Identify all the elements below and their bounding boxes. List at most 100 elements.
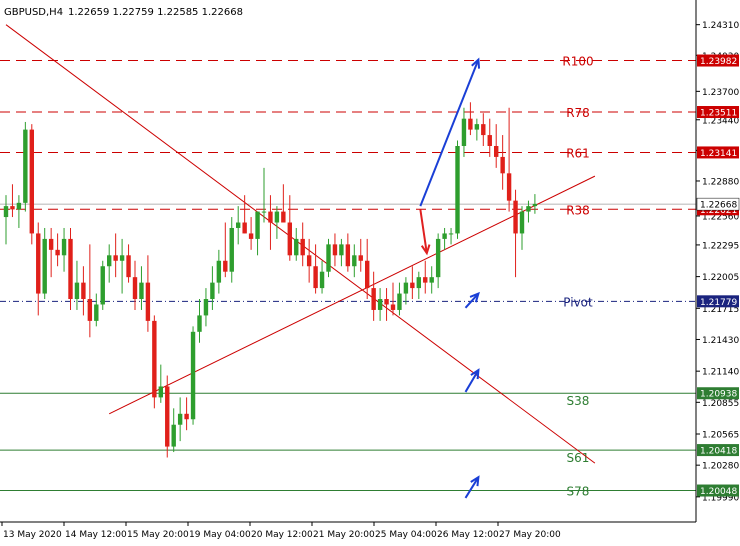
- chart-symbol: GBPUSD,H4: [4, 7, 63, 18]
- bull-candle: [177, 413, 183, 425]
- bull-candle: [197, 315, 202, 332]
- bear-candle: [132, 277, 138, 300]
- level-price-tag-value: 1.23141: [700, 149, 737, 159]
- price-tick-label: 1.19990: [702, 493, 739, 503]
- bull-candle: [474, 124, 480, 130]
- bear-candle: [242, 222, 247, 234]
- level-label-r78: R78: [566, 106, 590, 120]
- current-price-tag: [696, 197, 740, 211]
- current-price-value: 1.22668: [700, 201, 737, 211]
- bull-candle: [229, 227, 234, 272]
- bull-candle: [294, 238, 299, 256]
- price-tick-label: 1.21715: [702, 305, 739, 315]
- bear-candle: [248, 233, 254, 239]
- level-price-tag-value: 1.21779: [700, 298, 737, 308]
- levels-layer: R100 R78 R61 R38 Pivot S38 S61 S78: [0, 55, 696, 499]
- level-price-tag: [697, 387, 739, 400]
- bull-candle: [190, 331, 196, 420]
- bull-candle: [23, 129, 28, 203]
- bear-candle: [87, 299, 93, 321]
- price-tick-label: 1.20280: [702, 462, 739, 472]
- bull-candle: [42, 238, 47, 294]
- level-price-tag-value: 1.20418: [700, 447, 737, 457]
- bear-candle: [268, 211, 273, 223]
- bear-candle: [390, 304, 396, 310]
- bear-candle: [306, 255, 312, 267]
- price-tick-label: 1.24310: [702, 21, 739, 31]
- bear-candle: [384, 299, 389, 305]
- bull-candle: [352, 255, 357, 267]
- bearish-pullback-arrow: [419, 209, 428, 254]
- level-price-tag-value: 1.20938: [700, 390, 737, 400]
- bearish-pullback-arrow-head: [420, 244, 431, 256]
- bull-candle: [16, 202, 22, 210]
- bear-candle: [281, 211, 286, 223]
- bear-candle: [423, 277, 428, 283]
- bear-candle: [313, 266, 318, 289]
- price-tick-label: 1.21430: [702, 336, 739, 346]
- bull-candle: [74, 282, 80, 300]
- bear-candle: [29, 129, 34, 234]
- bear-candle: [152, 320, 157, 398]
- level-label-r61: R61: [566, 146, 590, 160]
- bear-candle: [184, 413, 189, 420]
- bull-candle: [519, 211, 525, 234]
- bear-candle: [145, 282, 151, 321]
- bull-candle: [526, 206, 531, 212]
- bull-candle: [377, 299, 383, 310]
- bull-candle: [236, 222, 241, 228]
- time-axis: 13 May 2020 14 May 12:00 15 May 20:00 19 Ma…: [0, 521, 696, 540]
- level-label-s38: S38: [567, 394, 590, 408]
- bear-candle: [358, 255, 363, 261]
- descending-trendline: [5, 24, 596, 464]
- bull-candle: [100, 266, 105, 305]
- bull-candle: [326, 244, 331, 272]
- bull-candle: [171, 424, 176, 447]
- bull-candle: [403, 282, 409, 294]
- bear-candle: [287, 222, 292, 256]
- bull-candle: [139, 282, 144, 300]
- bull-candle: [255, 211, 260, 239]
- bear-candle: [10, 206, 15, 210]
- bear-candle: [500, 156, 505, 174]
- level-price-tag: [697, 146, 739, 159]
- bull-candle: [61, 238, 67, 256]
- level-label-s78: S78: [567, 485, 590, 499]
- level-price-tag: [697, 295, 739, 308]
- bear-candle: [332, 244, 338, 256]
- time-tick-label: 19 May 04:00: [189, 530, 251, 540]
- price-tick-label: 1.20855: [702, 399, 739, 409]
- s78-up-arrow: [464, 476, 480, 499]
- bull-candle: [435, 238, 441, 278]
- bear-candle: [410, 282, 415, 289]
- chart-ohlc: 1.22659 1.22759 1.22585 1.22668: [68, 7, 243, 18]
- price-tick-label: 1.22295: [702, 241, 739, 251]
- level-price-tag-value: 1.22621: [700, 206, 737, 216]
- bull-candle: [158, 386, 163, 398]
- price-tick-label: 1.22560: [702, 212, 739, 222]
- bull-candle: [216, 260, 222, 283]
- bear-candle: [300, 238, 305, 256]
- bear-candle: [468, 118, 473, 130]
- bear-candle: [36, 233, 41, 294]
- bear-candle: [68, 238, 73, 300]
- bear-candle: [48, 238, 54, 250]
- time-tick-label: 25 May 04:00: [375, 530, 437, 540]
- bull-candle: [461, 118, 467, 146]
- bull-candle: [339, 244, 344, 256]
- bull-candle: [94, 304, 99, 321]
- bullish-target-arrow-head: [471, 57, 481, 69]
- level-price-tag: [697, 484, 739, 497]
- bear-candle: [113, 255, 118, 261]
- bear-candle: [487, 135, 492, 146]
- time-tick-label: 14 May 12:00: [65, 530, 127, 540]
- price-tick-label: 1.20565: [702, 431, 739, 441]
- bull-candle: [455, 146, 460, 234]
- bullish-target-arrow: [419, 59, 480, 207]
- time-tick-label: 27 May 20:00: [499, 530, 561, 540]
- bear-candle: [494, 146, 499, 157]
- bear-candle: [365, 260, 370, 289]
- bull-candle: [319, 271, 325, 289]
